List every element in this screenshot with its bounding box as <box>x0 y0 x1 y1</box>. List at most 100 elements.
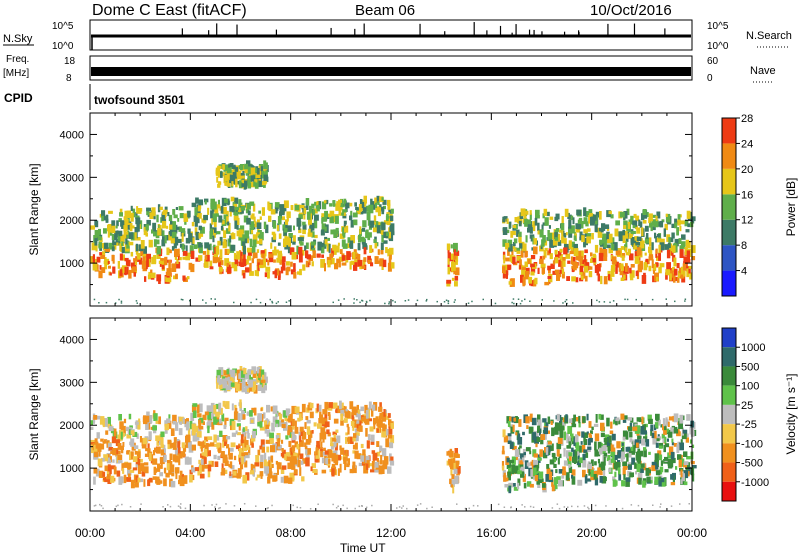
echo-cell <box>323 200 327 204</box>
echo-cell <box>250 181 256 188</box>
near-range-speck <box>468 507 470 510</box>
echo-cell <box>544 217 549 226</box>
echo-cell <box>170 220 173 225</box>
echo-cell <box>538 471 544 479</box>
echo-cell <box>530 236 534 242</box>
near-range-speck <box>512 298 515 300</box>
y-tick-label: 3000 <box>60 172 84 184</box>
echo-cell <box>375 202 377 208</box>
near-range-speck <box>477 505 479 507</box>
echo-cell <box>259 426 265 431</box>
echo-cell <box>369 245 373 253</box>
echo-cell <box>571 474 574 479</box>
echo-cell <box>272 233 277 240</box>
echo-cell <box>563 238 567 247</box>
echo-cell <box>651 465 656 472</box>
echo-cell <box>594 461 597 466</box>
echo-cell <box>350 210 353 218</box>
echo-cell <box>202 414 207 421</box>
echo-cell <box>224 258 230 266</box>
near-range-speck <box>371 504 373 507</box>
echo-cell <box>356 210 361 215</box>
echo-cell <box>228 380 232 390</box>
echo-cell <box>174 248 179 258</box>
echo-cell <box>339 249 343 254</box>
echo-cell <box>230 369 236 377</box>
echo-cell <box>219 255 223 262</box>
echo-cell <box>330 437 333 444</box>
echo-cell <box>608 435 612 443</box>
echo-cell <box>315 447 318 456</box>
echo-cell <box>549 216 554 220</box>
echo-cell <box>103 454 108 462</box>
echo-cell <box>134 450 138 455</box>
echo-cell <box>123 418 127 424</box>
colorbar-segment <box>722 194 736 220</box>
echo-cell <box>360 206 365 211</box>
near-range-speck <box>431 506 433 508</box>
echo-cell <box>643 262 648 271</box>
echo-cell <box>132 479 137 484</box>
echo-cell <box>245 209 250 214</box>
echo-cell <box>119 212 123 217</box>
echo-cell <box>560 260 564 270</box>
echo-cell <box>451 277 455 281</box>
echo-cell <box>377 221 381 226</box>
echo-cell <box>321 213 326 218</box>
echo-cell <box>134 421 139 425</box>
echo-cell <box>136 451 141 459</box>
echo-cell <box>252 252 258 259</box>
echo-cell <box>580 221 584 229</box>
echo-cell <box>567 212 570 219</box>
echo-cell <box>658 442 663 448</box>
echo-cell <box>291 445 296 450</box>
echo-cell <box>259 216 262 220</box>
echo-cell <box>261 252 265 259</box>
echo-cell <box>238 261 244 267</box>
echo-cell <box>265 439 270 444</box>
echo-cell <box>604 441 610 448</box>
echo-cell <box>268 203 272 212</box>
echo-cell <box>566 450 571 459</box>
echo-cell <box>596 263 601 272</box>
echo-cell <box>127 222 130 227</box>
echo-cell <box>263 221 267 230</box>
echo-cell <box>272 221 277 229</box>
echo-cell <box>185 434 191 443</box>
echo-cell <box>568 452 573 457</box>
echo-cell <box>676 276 680 283</box>
echo-cell <box>265 224 269 234</box>
echo-cell <box>572 449 575 458</box>
echo-cell <box>286 418 290 422</box>
near-range-speck <box>398 506 401 508</box>
near-range-speck <box>447 300 450 303</box>
echo-cell <box>240 206 246 211</box>
echo-cell <box>171 464 175 473</box>
echo-cell <box>595 227 601 233</box>
echo-cell <box>157 480 163 484</box>
echo-cell <box>642 220 647 224</box>
echo-cell <box>516 250 521 254</box>
echo-cell <box>301 403 306 413</box>
echo-cell <box>324 401 329 410</box>
echo-cell <box>236 230 241 237</box>
echo-cell <box>213 434 217 443</box>
near-range-speck <box>652 504 654 506</box>
echo-cell <box>509 441 514 449</box>
echo-cell <box>304 446 308 450</box>
echo-cell <box>673 428 679 434</box>
echo-cell <box>184 456 189 465</box>
echo-cell <box>449 450 454 458</box>
echo-cell <box>628 426 633 432</box>
echo-cell <box>147 443 150 452</box>
echo-cell <box>525 210 529 215</box>
echo-cell <box>530 281 534 287</box>
echo-cell <box>222 454 228 459</box>
echo-cell <box>654 430 657 439</box>
echo-cell <box>225 436 231 440</box>
near-range-speck <box>472 504 475 507</box>
echo-cell <box>371 408 374 417</box>
echo-cell <box>625 263 628 272</box>
echo-cell <box>246 247 252 253</box>
echo-cell <box>679 442 684 451</box>
